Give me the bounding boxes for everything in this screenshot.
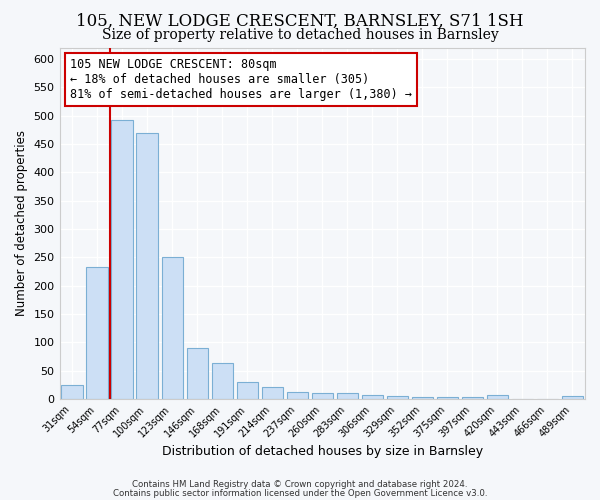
- Bar: [311, 394, 333, 399]
- Bar: [112, 120, 133, 399]
- Bar: [262, 386, 283, 399]
- Bar: [187, 348, 208, 399]
- Bar: [161, 258, 183, 399]
- Y-axis label: Number of detached properties: Number of detached properties: [15, 130, 28, 316]
- Text: 105 NEW LODGE CRESCENT: 80sqm
← 18% of detached houses are smaller (305)
81% of : 105 NEW LODGE CRESCENT: 80sqm ← 18% of d…: [70, 58, 412, 101]
- Bar: [537, 398, 558, 399]
- Bar: [437, 398, 458, 399]
- Text: Contains HM Land Registry data © Crown copyright and database right 2024.: Contains HM Land Registry data © Crown c…: [132, 480, 468, 489]
- Bar: [412, 398, 433, 399]
- Bar: [287, 392, 308, 399]
- Text: Size of property relative to detached houses in Barnsley: Size of property relative to detached ho…: [101, 28, 499, 42]
- Bar: [236, 382, 258, 399]
- Bar: [61, 385, 83, 399]
- X-axis label: Distribution of detached houses by size in Barnsley: Distribution of detached houses by size …: [162, 444, 483, 458]
- Text: Contains public sector information licensed under the Open Government Licence v3: Contains public sector information licen…: [113, 488, 487, 498]
- Bar: [487, 395, 508, 399]
- Bar: [86, 267, 108, 399]
- Bar: [562, 396, 583, 399]
- Bar: [387, 396, 408, 399]
- Bar: [136, 133, 158, 399]
- Bar: [212, 364, 233, 399]
- Bar: [362, 395, 383, 399]
- Bar: [337, 394, 358, 399]
- Text: 105, NEW LODGE CRESCENT, BARNSLEY, S71 1SH: 105, NEW LODGE CRESCENT, BARNSLEY, S71 1…: [76, 12, 524, 29]
- Bar: [462, 398, 483, 399]
- Bar: [512, 398, 533, 399]
